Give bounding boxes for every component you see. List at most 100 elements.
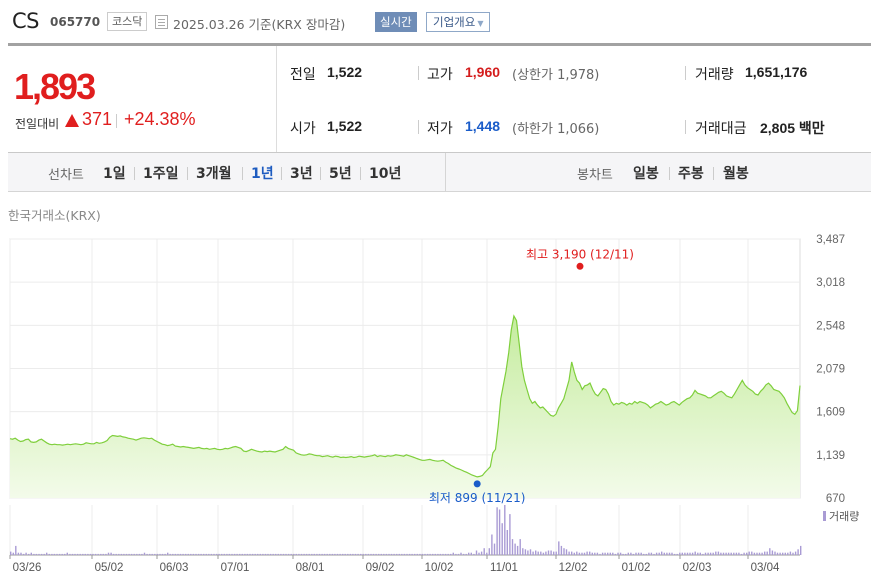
volume-bar bbox=[717, 551, 720, 555]
volume-bar bbox=[401, 553, 403, 555]
period-1w[interactable]: 1주일 bbox=[143, 166, 179, 182]
volume-bar bbox=[725, 552, 727, 555]
volume-bar bbox=[87, 553, 89, 555]
volume-bar bbox=[46, 552, 48, 555]
volume-bar bbox=[475, 550, 478, 555]
volume-bar bbox=[632, 553, 635, 555]
volume-bar bbox=[689, 552, 691, 555]
volume-bar bbox=[20, 552, 22, 555]
volume-bar bbox=[282, 553, 285, 555]
volume-bar bbox=[545, 551, 547, 555]
change-value: 371 bbox=[82, 109, 113, 129]
volume-bar bbox=[398, 553, 400, 555]
volume-bar bbox=[406, 553, 408, 555]
volume-bar bbox=[120, 553, 123, 555]
volume-bar bbox=[607, 552, 609, 555]
volume-bar bbox=[388, 553, 390, 555]
candle-daily[interactable]: 일봉 bbox=[633, 166, 659, 182]
amount-label: 거래대금 bbox=[695, 121, 747, 137]
volume-bar bbox=[164, 553, 166, 555]
volume-bar bbox=[697, 552, 699, 555]
volume-bar bbox=[565, 549, 568, 555]
volume-bar bbox=[599, 553, 601, 555]
volume-bar bbox=[208, 553, 210, 555]
volume-bar bbox=[107, 552, 110, 555]
volume-bar bbox=[450, 553, 452, 555]
x-tick-label: 07/01 bbox=[221, 562, 250, 574]
volume-bar bbox=[396, 553, 398, 555]
divider bbox=[281, 167, 282, 180]
period-1y[interactable]: 1년 bbox=[251, 166, 274, 182]
divider bbox=[418, 120, 419, 134]
y-tick-label: 3,018 bbox=[816, 277, 845, 289]
volume-bar bbox=[704, 552, 707, 555]
high-marker bbox=[576, 262, 584, 270]
low-annotation: 최저 899 (11/21) bbox=[429, 491, 526, 505]
volume-bar bbox=[532, 551, 534, 555]
volume-bar bbox=[159, 553, 161, 555]
volume-bar bbox=[712, 552, 714, 555]
volume-bar bbox=[280, 553, 282, 555]
volume-bar bbox=[102, 553, 104, 555]
volume-bar bbox=[794, 551, 797, 555]
period-5y[interactable]: 5년 bbox=[329, 166, 352, 182]
volume-bar bbox=[112, 553, 115, 555]
volume-bar bbox=[468, 552, 470, 555]
low-label: 저가 bbox=[427, 121, 453, 137]
volume-label: 거래량 bbox=[695, 67, 734, 83]
volume-bar bbox=[130, 553, 133, 555]
volume-bar bbox=[612, 552, 614, 555]
volume-bar bbox=[601, 552, 604, 555]
volume-bar bbox=[746, 552, 748, 555]
volume-bar bbox=[414, 553, 416, 555]
realtime-button[interactable]: 실시간 bbox=[375, 12, 417, 32]
volume-bar bbox=[547, 550, 550, 555]
volume-bar bbox=[491, 534, 493, 555]
volume-bar bbox=[555, 551, 557, 555]
volume-bar bbox=[190, 553, 192, 555]
low-value: 1,448 bbox=[465, 118, 501, 134]
volume-bar bbox=[740, 553, 743, 555]
volume-bar bbox=[416, 553, 418, 555]
volume-bar bbox=[614, 553, 617, 555]
volume-bar bbox=[179, 553, 182, 555]
period-1d[interactable]: 1일 bbox=[103, 166, 126, 182]
volume-bar bbox=[97, 553, 99, 555]
company-overview-dropdown[interactable]: 기업개요 ▼ bbox=[426, 12, 491, 32]
period-10y[interactable]: 10년 bbox=[369, 166, 402, 182]
period-3y[interactable]: 3년 bbox=[290, 166, 313, 182]
volume-bar bbox=[573, 552, 575, 555]
candle-weekly[interactable]: 주봉 bbox=[678, 166, 704, 182]
volume-value: 1,651,176 bbox=[745, 64, 808, 80]
volume-bar bbox=[118, 553, 120, 555]
high-label: 고가 bbox=[427, 67, 453, 83]
volume-bar bbox=[661, 551, 663, 555]
volume-bar bbox=[246, 553, 249, 555]
volume-bar bbox=[756, 552, 758, 555]
volume-bar bbox=[264, 553, 267, 555]
volume-bar bbox=[378, 553, 380, 555]
volume-bar bbox=[172, 553, 174, 555]
volume-bar bbox=[275, 553, 277, 555]
volume-bar bbox=[272, 553, 274, 555]
period-3m[interactable]: 3개월 bbox=[196, 166, 232, 182]
divider bbox=[685, 120, 686, 134]
volume-bar bbox=[429, 553, 431, 555]
candle-monthly[interactable]: 월봉 bbox=[723, 166, 749, 182]
volume-bar bbox=[558, 541, 560, 555]
volume-bar bbox=[576, 551, 578, 555]
volume-bar bbox=[48, 553, 50, 555]
volume-bar bbox=[287, 553, 290, 555]
volume-bar bbox=[30, 552, 32, 555]
volume-bar bbox=[66, 552, 68, 555]
volume-bar bbox=[655, 552, 658, 555]
volume-bar bbox=[383, 553, 385, 555]
volume-bar bbox=[12, 552, 14, 555]
volume-bar bbox=[185, 553, 187, 555]
volume-bar bbox=[35, 553, 38, 555]
x-tick-label: 03/04 bbox=[751, 562, 780, 574]
candle-chart-label: 봉차트 bbox=[577, 168, 613, 183]
x-tick-label: 06/03 bbox=[160, 562, 189, 574]
high-value: 1,960 bbox=[465, 64, 501, 80]
volume-bar bbox=[138, 553, 141, 555]
